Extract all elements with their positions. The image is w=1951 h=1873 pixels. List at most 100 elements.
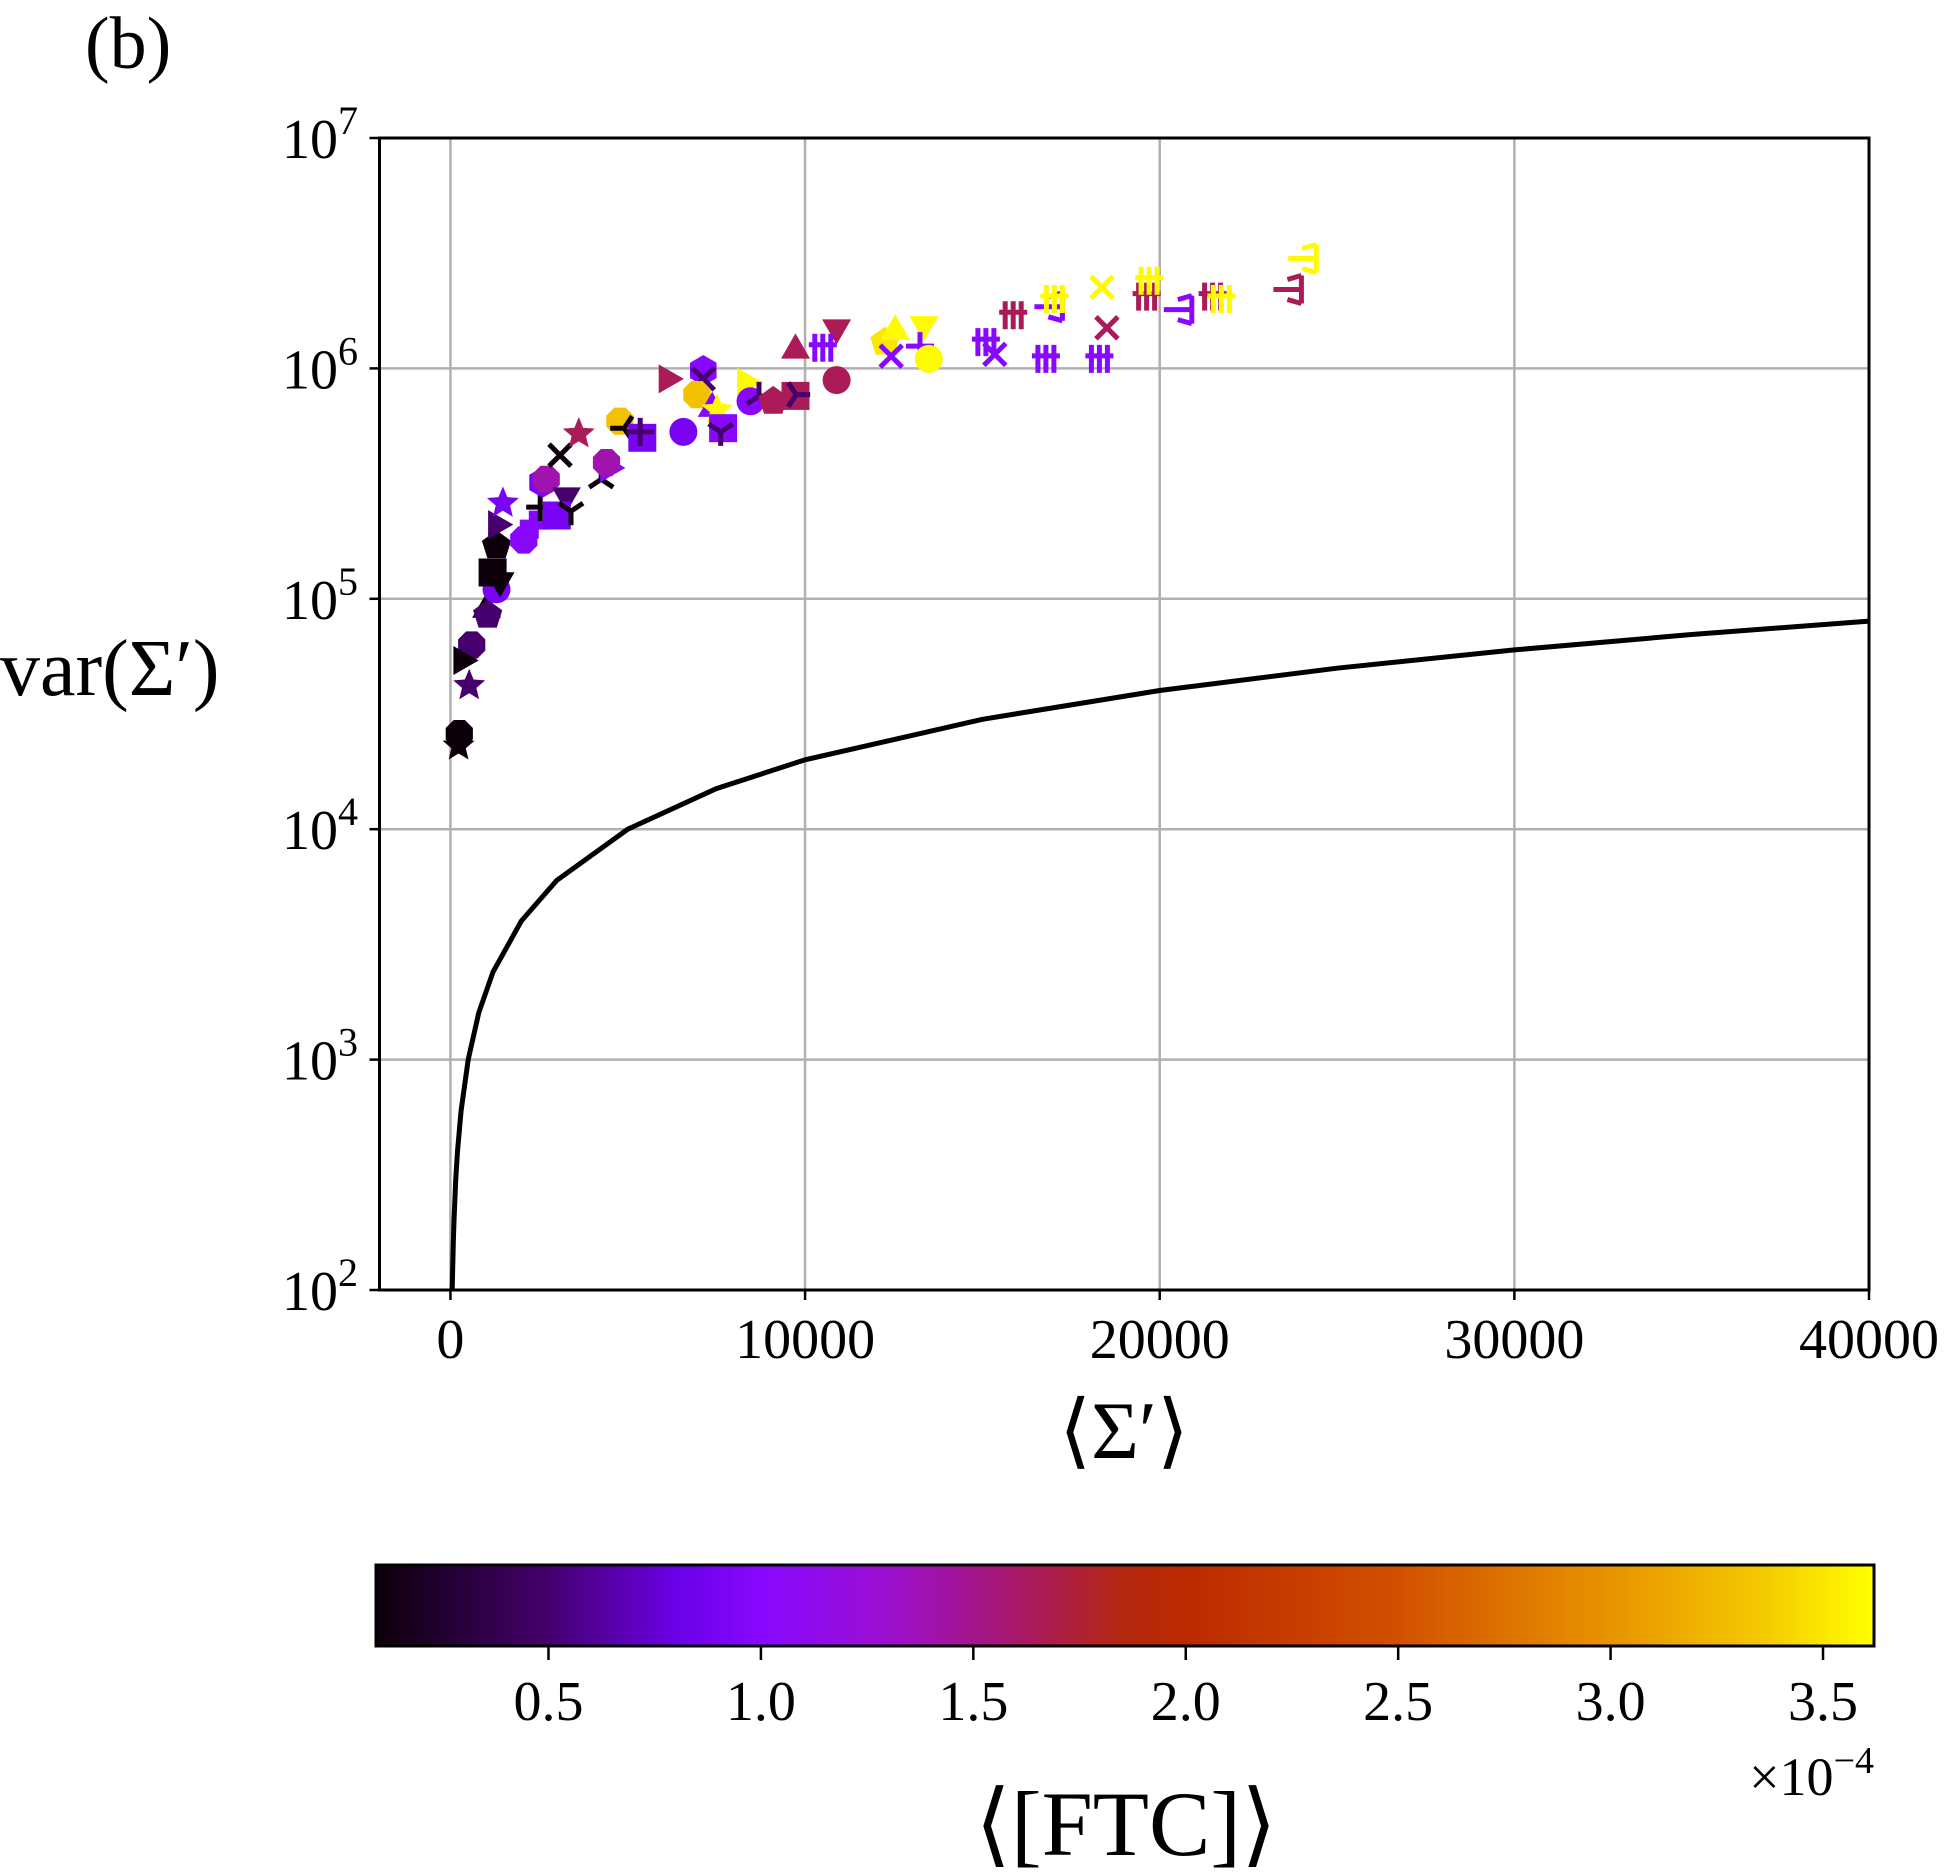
data-point — [473, 599, 503, 628]
star-marker — [562, 417, 595, 448]
data-point — [453, 668, 486, 700]
data-point — [808, 333, 837, 362]
data-point — [658, 364, 684, 394]
data-point — [982, 341, 1008, 368]
plus-filled-marker — [519, 510, 548, 539]
octagon-marker — [592, 449, 621, 477]
x-tick-label: 30000 — [1444, 1309, 1584, 1371]
data-point — [1085, 344, 1114, 373]
data-point — [551, 487, 581, 513]
colorbar-tick-label: 1.0 — [726, 1671, 796, 1733]
colorbar — [374, 1563, 1876, 1648]
pentagon-marker — [758, 385, 788, 414]
data-point — [1288, 242, 1319, 275]
data-point — [458, 631, 486, 659]
data-point — [683, 381, 711, 409]
data-point — [486, 486, 519, 517]
data-point — [592, 449, 621, 477]
colorbar-ticks: 0.5 1.0 1.5 2.0 2.5 3.0 3.5 — [513, 1646, 1858, 1733]
y-axis-label: var(Σ′) — [0, 625, 220, 713]
data-point — [880, 314, 910, 340]
colorbar-tick-label: 3.5 — [1788, 1671, 1858, 1733]
grid — [379, 136, 1871, 1292]
star-marker — [442, 729, 475, 760]
data-point — [1031, 344, 1060, 373]
triangle-right-marker — [453, 646, 479, 675]
colorbar-tick-label: 0.5 — [513, 1671, 583, 1733]
data-point — [781, 333, 810, 359]
triangle-down-marker — [909, 316, 939, 342]
data-point — [1094, 315, 1120, 341]
y-axis-ticks: 102 103 104 105 106 107 — [282, 98, 380, 1323]
data-point — [562, 417, 595, 448]
y-tick-label: 107 — [282, 98, 358, 171]
tickmark-marker — [1040, 285, 1069, 313]
triangle-up-marker — [880, 314, 910, 340]
data-point — [1207, 285, 1236, 313]
y-tick-label: 105 — [282, 559, 358, 632]
y-tick-label: 106 — [282, 328, 358, 401]
data-point — [914, 344, 943, 373]
triangle-right-marker — [488, 510, 514, 540]
triangle-down-marker — [485, 572, 515, 598]
y-tick-label: 103 — [282, 1020, 358, 1093]
x-tick-label: 0 — [436, 1309, 464, 1371]
tickmark-marker — [1132, 282, 1161, 311]
x-tick-label: 10000 — [735, 1309, 875, 1371]
data-point — [532, 465, 560, 493]
colorbar-multiplier-exponent: −4 — [1834, 1740, 1874, 1782]
data-point — [547, 442, 573, 468]
colorbar-tick-label: 2.0 — [1151, 1671, 1221, 1733]
colorbar-multiplier: ×10−4 — [1749, 1740, 1874, 1807]
x-tick-label: 20000 — [1090, 1309, 1230, 1371]
triangle-right-marker — [658, 364, 684, 394]
data-point — [707, 421, 735, 446]
plus-marker — [626, 417, 655, 446]
octagon-marker — [532, 465, 560, 493]
reference-line-group — [449, 618, 1870, 1291]
tickmark-marker — [1135, 266, 1164, 295]
data-point — [690, 355, 717, 386]
data-point — [909, 316, 939, 342]
data-point — [822, 319, 852, 345]
data-point — [758, 385, 788, 414]
caret-left-marker — [1163, 293, 1195, 327]
data-point — [485, 572, 515, 598]
triangle-up-marker — [781, 333, 810, 359]
caret-left-marker — [1288, 242, 1319, 275]
plot-frame — [378, 136, 1871, 1292]
data-point — [1163, 293, 1195, 327]
triangle-down-marker — [822, 319, 852, 345]
caret-left-marker — [1273, 273, 1304, 306]
x-tick-label: 40000 — [1799, 1309, 1939, 1371]
reference-line — [449, 618, 1870, 1291]
circle-marker — [914, 344, 943, 373]
tri-down-marker — [707, 421, 735, 446]
data-point — [442, 729, 475, 760]
data-point — [519, 510, 548, 539]
tri-down-marker — [557, 501, 585, 526]
circle-marker — [669, 417, 698, 446]
data-point — [1132, 282, 1161, 311]
data-point — [557, 501, 585, 526]
tickmark-marker — [1085, 344, 1114, 373]
data-point — [786, 381, 811, 408]
hexagon-marker — [690, 355, 717, 386]
x-marker — [982, 341, 1008, 368]
x-marker — [1094, 315, 1120, 341]
octagon-marker — [458, 631, 486, 659]
colorbar-tick-label: 2.5 — [1363, 1671, 1433, 1733]
pentagon-marker — [473, 599, 503, 628]
data-point — [626, 417, 655, 446]
data-point — [669, 417, 698, 446]
colorbar-tick-label: 1.5 — [938, 1671, 1008, 1733]
data-point — [453, 646, 479, 675]
data-point — [1273, 273, 1304, 306]
data-point — [878, 343, 904, 369]
x-marker — [547, 442, 573, 468]
data-point — [481, 530, 512, 559]
data-point — [1135, 266, 1164, 295]
panel-label: (b) — [85, 3, 171, 85]
data-point — [488, 510, 514, 540]
